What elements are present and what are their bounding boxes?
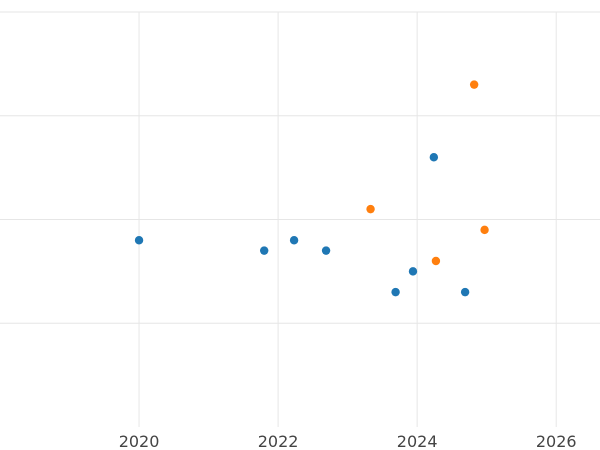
data-point-series-1 <box>408 267 418 276</box>
data-point-series-1 <box>321 246 331 255</box>
data-point-series-1 <box>391 287 400 297</box>
data-point-series-2 <box>480 225 489 235</box>
grid <box>0 11 600 427</box>
data-point-series-1 <box>429 153 439 162</box>
x-tick-label: 2022 <box>258 432 299 450</box>
data-point-series-2 <box>469 80 479 89</box>
data-point-series-2 <box>366 204 375 214</box>
data-point-series-1 <box>289 236 299 245</box>
data-point-series-1 <box>460 287 470 297</box>
data-point-series-2 <box>431 256 441 266</box>
x-axis-ticks: 2020 2022 2024 2026 <box>119 432 577 450</box>
x-tick-label: 2026 <box>536 432 577 450</box>
x-tick-label: 2024 <box>397 432 438 450</box>
data-point-series-1 <box>259 246 269 255</box>
data-points <box>134 80 489 297</box>
data-point-series-1 <box>134 236 144 245</box>
x-tick-label: 2020 <box>119 432 160 450</box>
